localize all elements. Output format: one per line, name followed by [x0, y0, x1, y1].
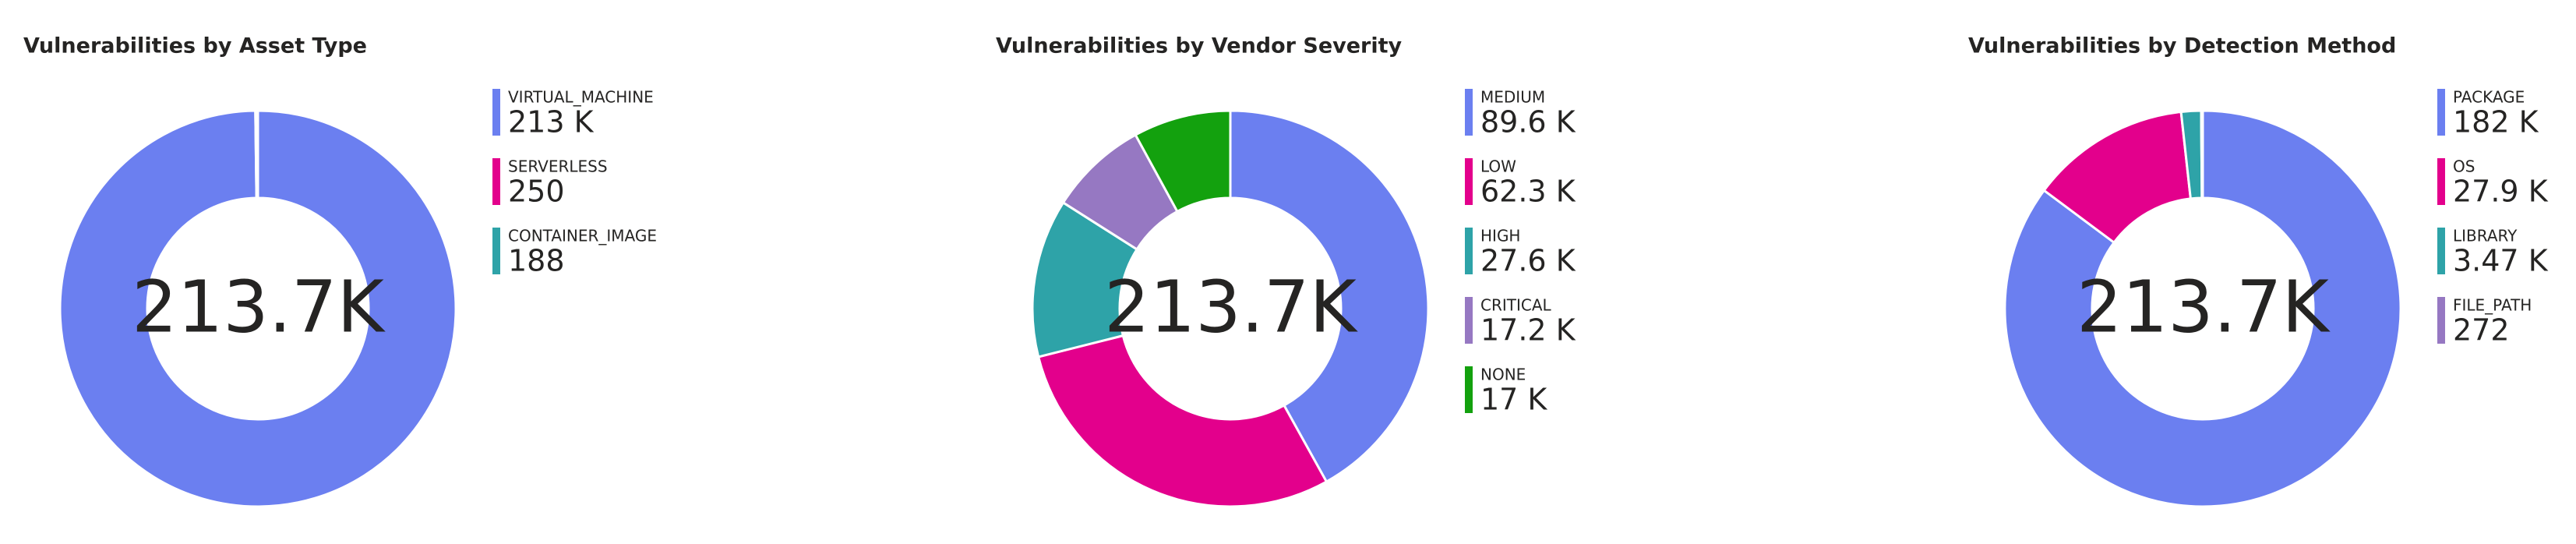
legend-swatch: [2437, 89, 2445, 136]
legend-swatch: [2437, 228, 2445, 274]
legend-value: 17.2 K: [1480, 313, 1576, 348]
donut-slice: [58, 109, 457, 508]
legend-swatch: [2437, 297, 2445, 344]
legend-label: LOW: [1480, 157, 1516, 176]
donut-slice: [2003, 109, 2402, 508]
donut-slice: [1134, 109, 1232, 214]
legend-label: FILE_PATH: [2453, 296, 2532, 315]
legend-label: SERVERLESS: [508, 157, 608, 176]
chart-title: Vulnerabilities by Detection Method: [1968, 34, 2396, 58]
legend-swatch: [492, 89, 500, 136]
legend-value: 182 K: [2453, 105, 2539, 140]
legend-label: CONTAINER_IMAGE: [508, 227, 657, 246]
legend-value: 272: [2453, 313, 2510, 348]
legend-value: 188: [508, 244, 565, 278]
legend-value: 89.6 K: [1480, 105, 1576, 140]
legend-value: 27.9 K: [2453, 175, 2549, 209]
legend-value: 250: [508, 175, 565, 209]
chart-title: Vulnerabilities by Vendor Severity: [996, 34, 1403, 58]
legend-value: 213 K: [508, 105, 595, 140]
legend-swatch: [492, 158, 500, 205]
legend-value: 3.47 K: [2453, 244, 2549, 278]
legend-label: PACKAGE: [2453, 88, 2525, 107]
legend-label: HIGH: [1480, 227, 1520, 246]
legend-label: OS: [2453, 157, 2475, 176]
legend-swatch: [1465, 228, 1473, 274]
donut-slice: [1229, 109, 1430, 484]
legend-value: 17 K: [1480, 383, 1547, 417]
donut-slice: [1036, 334, 1329, 508]
legend-label: VIRTUAL_MACHINE: [508, 88, 654, 107]
legend-label: LIBRARY: [2453, 227, 2518, 246]
legend-value: 62.3 K: [1480, 175, 1576, 209]
legend-label: CRITICAL: [1480, 296, 1552, 315]
center-total: 213.7K: [1104, 265, 1358, 348]
legend-swatch: [1465, 366, 1473, 413]
chart-title: Vulnerabilities by Asset Type: [23, 34, 367, 58]
legend-swatch: [1465, 158, 1473, 205]
donut-slice: [2200, 109, 2204, 200]
legend-swatch: [1465, 89, 1473, 136]
legend-swatch: [1465, 297, 1473, 344]
legend-label: MEDIUM: [1480, 88, 1545, 107]
legend-value: 27.6 K: [1480, 244, 1576, 278]
center-total: 213.7K: [2077, 265, 2331, 348]
legend-swatch: [492, 228, 500, 274]
center-total: 213.7K: [132, 265, 386, 348]
donut-slice: [256, 109, 259, 200]
legend-label: NONE: [1480, 366, 1526, 384]
legend-swatch: [2437, 158, 2445, 205]
